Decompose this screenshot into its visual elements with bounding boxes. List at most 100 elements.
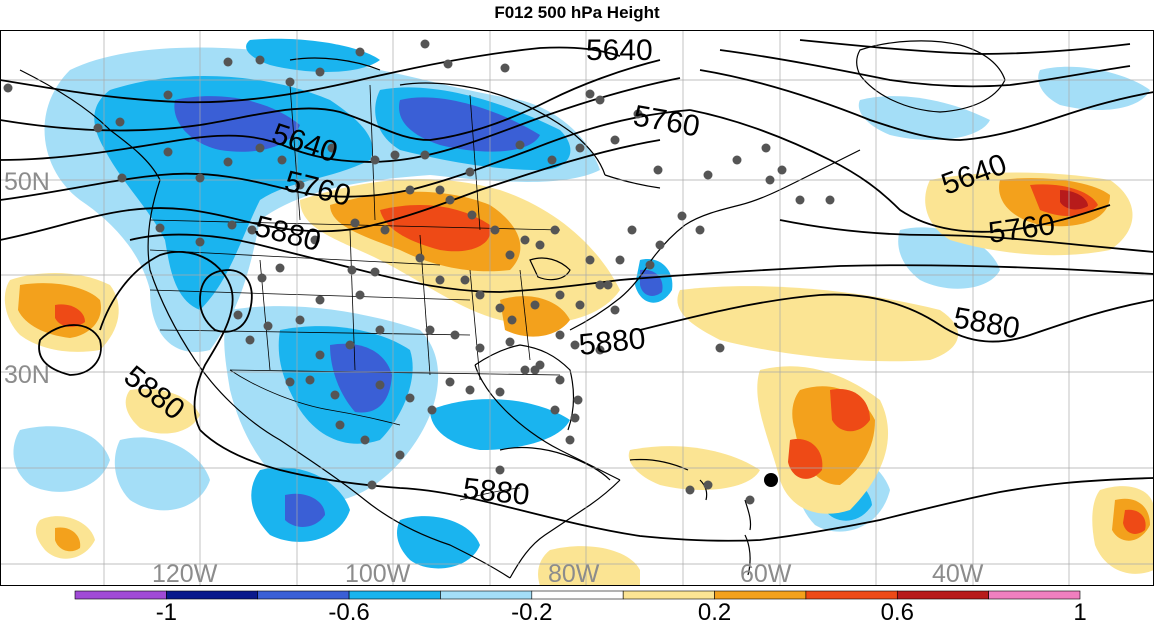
station-dot: [465, 385, 475, 395]
colorbar-swatch: [988, 590, 1081, 600]
colorbar-tick-label: -1: [156, 599, 177, 622]
contour-label-5640-atlantic-top: 5640: [586, 34, 653, 67]
station-dot: [255, 143, 265, 153]
station-dot: [610, 135, 620, 145]
station-dot: [825, 195, 835, 205]
colorbar-tick-label: 0.6: [881, 599, 914, 622]
lat-label-30n: 30N: [4, 361, 50, 389]
station-dot: [575, 143, 585, 153]
anomaly-shading: [4, 38, 1154, 586]
station-dot: [653, 165, 663, 175]
station-dot: [765, 175, 775, 185]
station-dot: [460, 275, 470, 285]
station-dot: [550, 225, 560, 235]
station-dot: [547, 155, 557, 165]
station-dot: [245, 335, 255, 345]
colorbar-swatch: [896, 590, 989, 600]
station-dot: [327, 143, 337, 153]
station-dot: [550, 405, 560, 415]
station-dot: [3, 83, 13, 93]
station-dot: [163, 90, 173, 100]
station-markers: [3, 39, 835, 505]
station-dot: [443, 59, 453, 69]
station-dot: [195, 237, 205, 247]
station-dot: [467, 210, 477, 220]
station-dot: [295, 180, 305, 190]
station-dot: [355, 290, 365, 300]
station-dot: [355, 47, 365, 57]
station-dot: [390, 150, 400, 160]
colorbar: -1 -0.6 -0.2 0.2 0.6 1: [74, 590, 1087, 622]
station-dot: [633, 109, 643, 119]
station-dot: [415, 253, 425, 263]
lat-label-50n: 50N: [4, 168, 50, 196]
station-dot: [347, 265, 357, 275]
station-dot: [305, 375, 315, 385]
lon-label-120w: 120W: [152, 560, 218, 586]
station-dot: [615, 255, 625, 265]
station-dot: [310, 235, 320, 245]
station-dot: [507, 315, 517, 325]
station-dot: [315, 67, 325, 77]
colorbar-ticks: -1 -0.6 -0.2 0.2 0.6 1: [156, 599, 1087, 622]
station-dot: [375, 325, 385, 335]
station-dot: [295, 315, 305, 325]
station-dot: [370, 155, 380, 165]
station-dot: [345, 340, 355, 350]
station-dot: [655, 240, 665, 250]
station-dot: [530, 300, 540, 310]
station-dot: [490, 225, 500, 235]
station-dot: [427, 405, 437, 415]
station-dot: [350, 218, 360, 228]
station-dot: [570, 340, 580, 350]
station-dot: [500, 63, 510, 73]
station-dot: [505, 250, 515, 260]
station-dot: [285, 377, 295, 387]
station-dot: [375, 380, 385, 390]
lon-label-80w: 80W: [548, 560, 600, 586]
station-dot: [93, 123, 103, 133]
station-dot: [155, 223, 165, 233]
station-dot: [475, 343, 485, 353]
station-dot: [515, 140, 525, 150]
station-dot: [595, 280, 605, 290]
colorbar-swatches: [74, 590, 1081, 600]
station-dot: [530, 365, 540, 375]
station-dot: [227, 220, 237, 230]
station-dot: [645, 260, 655, 270]
colorbar-tick-label: 0.2: [698, 599, 731, 622]
station-dot: [475, 290, 485, 300]
station-dot: [233, 310, 243, 320]
station-dot: [285, 77, 295, 87]
station-dot: [703, 480, 713, 490]
station-dot: [420, 150, 430, 160]
colorbar-swatch: [805, 590, 898, 600]
colorbar-swatch: [166, 590, 259, 600]
colorbar-swatch: [257, 590, 350, 600]
station-dot: [777, 165, 787, 175]
station-dot: [395, 450, 405, 460]
contour-label-5880-southeast: 5880: [577, 322, 647, 362]
station-dot: [505, 337, 515, 347]
station-dot: [520, 235, 530, 245]
station-dot: [223, 57, 233, 67]
height-contours: [0, 39, 1154, 542]
station-dot: [595, 345, 605, 355]
colorbar-swatch: [348, 590, 441, 600]
station-dot: [425, 325, 435, 335]
map-title: F012 500 hPa Height: [494, 3, 660, 22]
station-dot: [610, 305, 620, 315]
station-dot: [603, 280, 613, 290]
station-dot: [495, 303, 505, 313]
station-dot: [263, 321, 273, 331]
station-dot: [405, 185, 415, 195]
station-dot: [703, 170, 713, 180]
station-dot: [627, 225, 637, 235]
station-dot: [575, 300, 585, 310]
station-dot: [277, 155, 287, 165]
station-dot: [520, 365, 530, 375]
station-dot: [465, 167, 475, 177]
colorbar-swatch: [622, 590, 715, 600]
lon-label-100w: 100W: [345, 560, 411, 586]
station-dot: [435, 185, 445, 195]
